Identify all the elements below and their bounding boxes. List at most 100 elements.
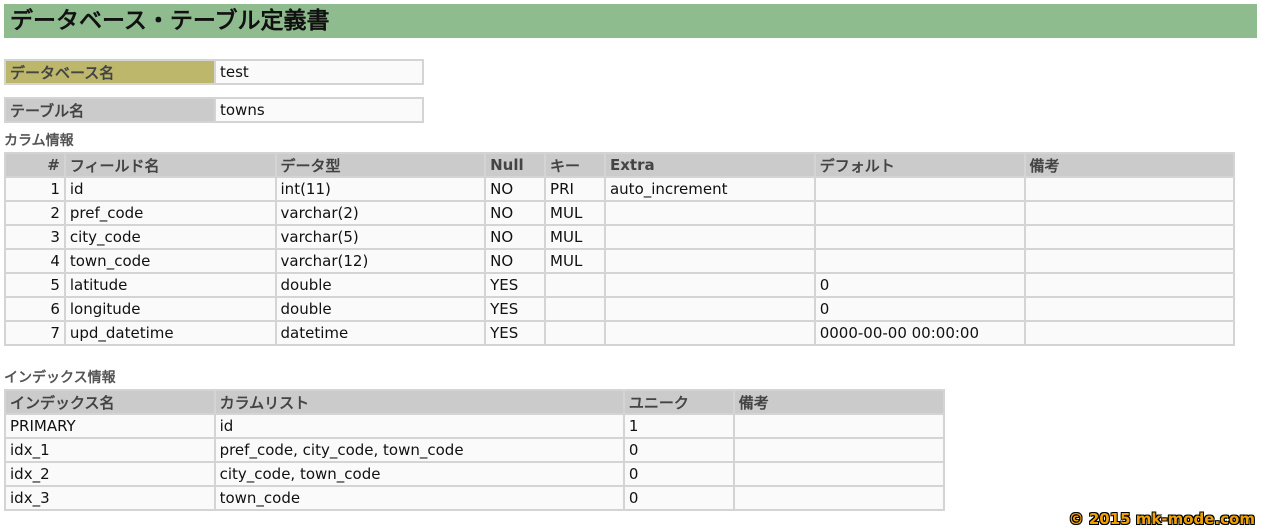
table-cell: idx_3 bbox=[4, 485, 216, 511]
table-cell bbox=[732, 485, 946, 511]
table-cell: town_code bbox=[213, 485, 625, 511]
table-cell bbox=[1023, 176, 1236, 202]
table-cell: 0 bbox=[622, 461, 735, 487]
table-cell: upd_datetime bbox=[63, 320, 277, 346]
table-cell: double bbox=[274, 272, 487, 298]
table-cell bbox=[1023, 296, 1236, 322]
table-cell bbox=[1023, 224, 1236, 250]
table-cell bbox=[544, 296, 606, 322]
table-cell: city_code bbox=[63, 224, 277, 250]
table-cell: pref_code bbox=[63, 200, 277, 226]
table-cell: 0 bbox=[622, 437, 735, 463]
table-row: idx_2 city_code, town_code 0 bbox=[4, 461, 946, 487]
table-cell: id bbox=[63, 176, 277, 202]
table-cell: NO bbox=[484, 224, 547, 250]
table-cell bbox=[813, 224, 1026, 250]
table-cell: 0 bbox=[813, 272, 1026, 298]
table-cell: longitude bbox=[63, 296, 277, 322]
table-cell: YES bbox=[484, 296, 547, 322]
column-header: カラムリスト bbox=[213, 389, 625, 415]
database-name-table: データベース名 test bbox=[4, 59, 424, 85]
table-cell: 0 bbox=[813, 296, 1026, 322]
table-row: 5 latitude double YES 0 bbox=[4, 272, 1236, 298]
table-row: idx_1 pref_code, city_code, town_code 0 bbox=[4, 437, 946, 463]
table-cell: 0 bbox=[622, 485, 735, 511]
table-cell: YES bbox=[484, 320, 547, 346]
table-cell bbox=[603, 272, 816, 298]
table-cell bbox=[544, 272, 606, 298]
column-header: # bbox=[4, 152, 66, 178]
table-cell: NO bbox=[484, 248, 547, 274]
table-cell bbox=[544, 320, 606, 346]
table-cell: latitude bbox=[63, 272, 277, 298]
table-cell bbox=[813, 176, 1026, 202]
table-row: 6 longitude double YES 0 bbox=[4, 296, 1236, 322]
column-header: ユニーク bbox=[622, 389, 735, 415]
table-cell: 2 bbox=[4, 200, 66, 226]
columns-table: # フィールド名 データ型 Null キー Extra デフォルト 備考 1 id int(11)… bbox=[4, 152, 1236, 346]
table-cell: varchar(2) bbox=[274, 200, 487, 226]
table-cell: idx_1 bbox=[4, 437, 216, 463]
table-cell bbox=[732, 437, 946, 463]
table-cell: MUL bbox=[544, 200, 606, 226]
table-cell bbox=[1023, 248, 1236, 274]
table-row: 3 city_code varchar(5) NO MUL bbox=[4, 224, 1236, 250]
table-cell bbox=[603, 248, 816, 274]
column-header: フィールド名 bbox=[63, 152, 277, 178]
table-cell: PRI bbox=[544, 176, 606, 202]
table-cell bbox=[1023, 200, 1236, 226]
table-row: 1 id int(11) NO PRI auto_increment bbox=[4, 176, 1236, 202]
table-cell bbox=[603, 224, 816, 250]
table-cell: NO bbox=[484, 200, 547, 226]
column-header: 備考 bbox=[1023, 152, 1236, 178]
table-cell bbox=[1023, 272, 1236, 298]
title-bar: データベース・テーブル定義書 bbox=[4, 4, 1257, 38]
table-cell: id bbox=[213, 413, 625, 439]
column-header: インデックス名 bbox=[4, 389, 216, 415]
table-cell: city_code, town_code bbox=[213, 461, 625, 487]
table-cell: PRIMARY bbox=[4, 413, 216, 439]
table-cell: 1 bbox=[622, 413, 735, 439]
columns-heading: カラム情報 bbox=[4, 133, 74, 149]
table-cell: auto_increment bbox=[603, 176, 816, 202]
table-cell bbox=[1023, 320, 1236, 346]
copyright-watermark: © 2015 mk-mode.com bbox=[1068, 510, 1255, 528]
table-row: 2 pref_code varchar(2) NO MUL bbox=[4, 200, 1236, 226]
database-name-label: データベース名 bbox=[4, 59, 216, 85]
table-cell bbox=[732, 461, 946, 487]
index-table: インデックス名 カラムリスト ユニーク 備考 PRIMARY id 1 idx_1 pref_… bbox=[4, 389, 946, 511]
database-name-value: test bbox=[214, 59, 424, 85]
table-cell bbox=[813, 200, 1026, 226]
table-cell: int(11) bbox=[274, 176, 487, 202]
table-cell: 4 bbox=[4, 248, 66, 274]
table-cell: 1 bbox=[4, 176, 66, 202]
table-cell bbox=[732, 413, 946, 439]
table-name-label: テーブル名 bbox=[4, 97, 216, 123]
table-cell: 7 bbox=[4, 320, 66, 346]
table-cell bbox=[813, 248, 1026, 274]
table-cell: 6 bbox=[4, 296, 66, 322]
column-header: キー bbox=[544, 152, 606, 178]
table-cell: MUL bbox=[544, 224, 606, 250]
table-cell bbox=[603, 200, 816, 226]
table-cell: idx_2 bbox=[4, 461, 216, 487]
table-cell: NO bbox=[484, 176, 547, 202]
table-cell: pref_code, city_code, town_code bbox=[213, 437, 625, 463]
table-row: idx_3 town_code 0 bbox=[4, 485, 946, 511]
page-title: データベース・テーブル定義書 bbox=[10, 8, 330, 34]
table-row: 7 upd_datetime datetime YES 0000-00-00 00:00… bbox=[4, 320, 1236, 346]
index-heading: インデックス情報 bbox=[4, 370, 116, 386]
table-cell: 0000-00-00 00:00:00 bbox=[813, 320, 1026, 346]
column-header: Null bbox=[484, 152, 547, 178]
table-row: 4 town_code varchar(12) NO MUL bbox=[4, 248, 1236, 274]
table-cell bbox=[603, 320, 816, 346]
table-name-value: towns bbox=[214, 97, 424, 123]
table-cell: YES bbox=[484, 272, 547, 298]
table-cell: varchar(5) bbox=[274, 224, 487, 250]
table-cell: 3 bbox=[4, 224, 66, 250]
table-cell: double bbox=[274, 296, 487, 322]
table-cell: town_code bbox=[63, 248, 277, 274]
table-cell: 5 bbox=[4, 272, 66, 298]
table-row: PRIMARY id 1 bbox=[4, 413, 946, 439]
column-header: Extra bbox=[603, 152, 816, 178]
